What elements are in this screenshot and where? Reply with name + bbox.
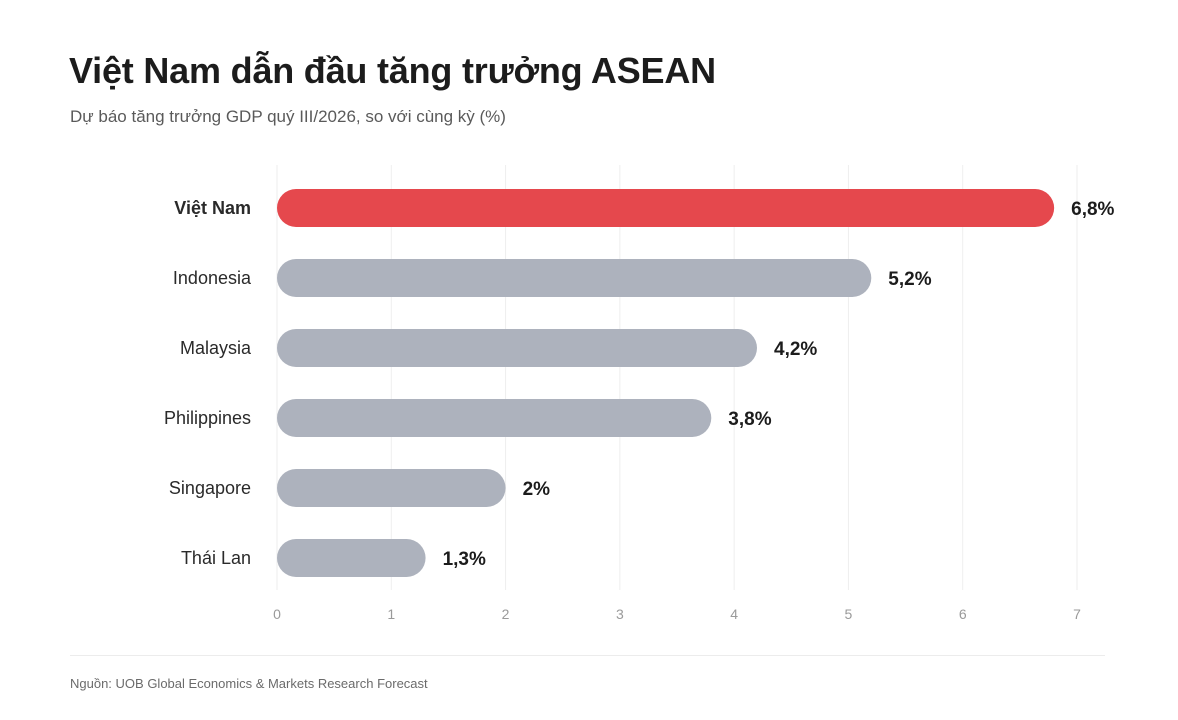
x-tick-label: 4	[730, 606, 738, 622]
category-label: Philippines	[164, 408, 251, 428]
footer-divider	[70, 655, 1105, 656]
category-label: Indonesia	[173, 268, 252, 288]
bar	[277, 539, 426, 577]
x-axis-ticks: 0 1 2 3 4 5 6 7	[273, 606, 1081, 622]
value-label: 5,2%	[888, 269, 931, 290]
category-label: Singapore	[169, 478, 251, 498]
x-tick-label: 2	[502, 606, 510, 622]
labels: Việt Nam 6,8% Indonesia 5,2% Malaysia 4,2% Phi…	[164, 198, 1115, 570]
value-label: 1,3%	[443, 549, 486, 570]
x-tick-label: 7	[1073, 606, 1081, 622]
x-tick-label: 0	[273, 606, 281, 622]
bar	[277, 189, 1055, 227]
x-tick-label: 5	[845, 606, 853, 622]
value-label: 4,2%	[774, 339, 817, 360]
category-label: Việt Nam	[174, 198, 251, 218]
value-label: 6,8%	[1071, 199, 1114, 220]
category-label: Malaysia	[180, 338, 252, 358]
value-label: 3,8%	[728, 409, 771, 430]
gridlines	[276, 165, 1078, 590]
bar	[277, 259, 872, 297]
bar	[277, 399, 712, 437]
x-tick-label: 1	[387, 606, 395, 622]
source-note: Nguồn: UOB Global Economics & Markets Re…	[70, 676, 428, 691]
chart-subtitle: Dự báo tăng trưởng GDP quý III/2026, so …	[70, 107, 506, 126]
x-tick-label: 3	[616, 606, 624, 622]
bars	[277, 189, 1055, 577]
bar	[277, 469, 506, 507]
category-label: Thái Lan	[181, 548, 251, 568]
bar	[277, 329, 757, 367]
chart-title: Việt Nam dẫn đầu tăng trưởng ASEAN	[69, 50, 716, 91]
x-tick-label: 6	[959, 606, 967, 622]
value-label: 2%	[523, 479, 551, 500]
bar-chart: Việt Nam 6,8% Indonesia 5,2% Malaysia 4,2% Phi…	[164, 165, 1115, 622]
